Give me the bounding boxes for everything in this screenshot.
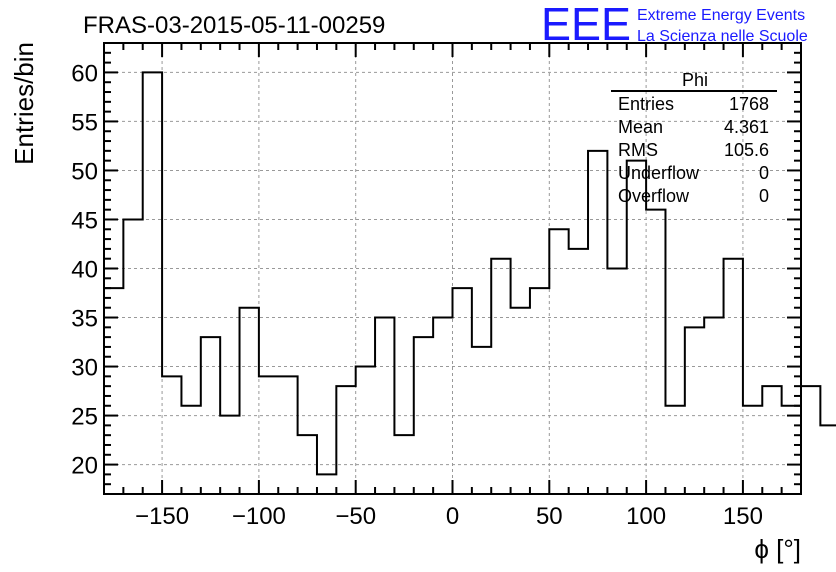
- y-tick-label: 30: [71, 355, 98, 382]
- stats-rms-value: 105.6: [724, 140, 769, 160]
- stats-mean-value: 4.361: [724, 117, 769, 137]
- stats-rms-label: RMS: [618, 140, 658, 160]
- logo-mark: EEE: [541, 0, 631, 50]
- y-axis-title: Entries/bin: [9, 42, 39, 165]
- x-tick-label: 150: [723, 503, 763, 530]
- histogram-step-line: [104, 71, 836, 476]
- y-tick-label: 35: [71, 306, 98, 333]
- x-tick-label: 0: [446, 503, 459, 530]
- y-tick-label: 50: [71, 158, 98, 185]
- stats-entries-label: Entries: [618, 94, 674, 114]
- stats-underflow-label: Underflow: [618, 163, 700, 183]
- axes: −150 −100 −50 0 50 100 150 20 25 30 35 40 45 50 55 60: [71, 43, 802, 530]
- x-tick-label: −100: [232, 503, 286, 530]
- histogram-series: [104, 71, 836, 476]
- y-tick-label: 55: [71, 109, 98, 136]
- stats-underflow-value: 0: [759, 163, 769, 183]
- stats-box: Phi Entries 1768 Mean 4.361 RMS 105.6 Un…: [611, 70, 777, 206]
- x-tick-label: −150: [135, 503, 189, 530]
- x-tick-label: 100: [626, 503, 666, 530]
- stats-mean-label: Mean: [618, 117, 663, 137]
- eee-logo: EEE Extreme Energy Events La Scienza nel…: [541, 0, 808, 50]
- logo-line-1: Extreme Energy Events: [637, 7, 805, 24]
- x-tick-label: −50: [335, 503, 376, 530]
- grid-lines: [104, 43, 801, 494]
- chart-title: FRAS-03-2015-05-11-00259: [83, 12, 385, 39]
- stats-entries-value: 1768: [729, 94, 769, 114]
- y-tick-label: 20: [71, 453, 98, 480]
- stats-overflow-label: Overflow: [618, 186, 690, 206]
- y-tick-label: 45: [71, 207, 98, 234]
- y-tick-label: 60: [71, 60, 98, 87]
- y-tick-label: 40: [71, 257, 98, 284]
- stats-title: Phi: [682, 70, 708, 90]
- stats-overflow-value: 0: [759, 186, 769, 206]
- logo-line-2: La Scienza nelle Scuole: [637, 28, 808, 45]
- x-tick-label: 50: [536, 503, 563, 530]
- y-tick-label: 25: [71, 404, 98, 431]
- x-axis-title: ϕ [°]: [754, 534, 801, 564]
